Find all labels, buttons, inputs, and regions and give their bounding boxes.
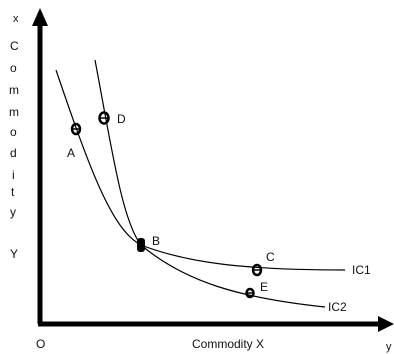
point-c: C xyxy=(251,250,275,277)
axes xyxy=(32,8,394,332)
x-axis-title: Commodity X xyxy=(192,337,264,351)
y-axis-title: C o m m o d i t y Y xyxy=(9,39,19,261)
point-a-label: A xyxy=(67,146,75,160)
y-axis-title-letter: t xyxy=(11,185,15,199)
point-e: E xyxy=(245,280,268,299)
point-b-marker xyxy=(137,238,145,252)
point-d-marker xyxy=(98,111,110,125)
y-axis-arrowhead xyxy=(32,8,48,26)
indifference-curve-ic1 xyxy=(55,69,346,271)
y-axis-title-letter: i xyxy=(12,168,15,182)
point-b-label: B xyxy=(152,234,160,248)
y-axis-title-letter: d xyxy=(10,146,17,160)
y-axis-end-label: x xyxy=(13,13,19,25)
point-d-label: D xyxy=(117,112,126,126)
x-axis-arrowhead xyxy=(378,316,394,332)
curve-label-ic2: IC2 xyxy=(328,300,347,314)
point-a: A xyxy=(67,122,82,160)
y-axis-title-letter: o xyxy=(10,61,17,75)
y-axis-title-letter: y xyxy=(10,205,16,219)
x-axis-end-label: y xyxy=(386,341,392,353)
origin-label: O xyxy=(36,337,45,351)
y-axis-title-second-word: Y xyxy=(10,247,18,261)
y-axis-title-letter: m xyxy=(9,105,19,119)
indifference-curve-ic2 xyxy=(94,59,326,308)
y-axis-title-letter: o xyxy=(10,125,17,139)
point-c-label: C xyxy=(266,250,275,264)
y-axis-title-letter: m xyxy=(9,83,19,97)
curve-label-ic1: IC1 xyxy=(352,263,371,277)
point-e-label: E xyxy=(260,280,268,294)
point-d: D xyxy=(98,111,126,126)
point-b: B xyxy=(137,234,160,252)
y-axis-title-letter: C xyxy=(10,39,19,53)
